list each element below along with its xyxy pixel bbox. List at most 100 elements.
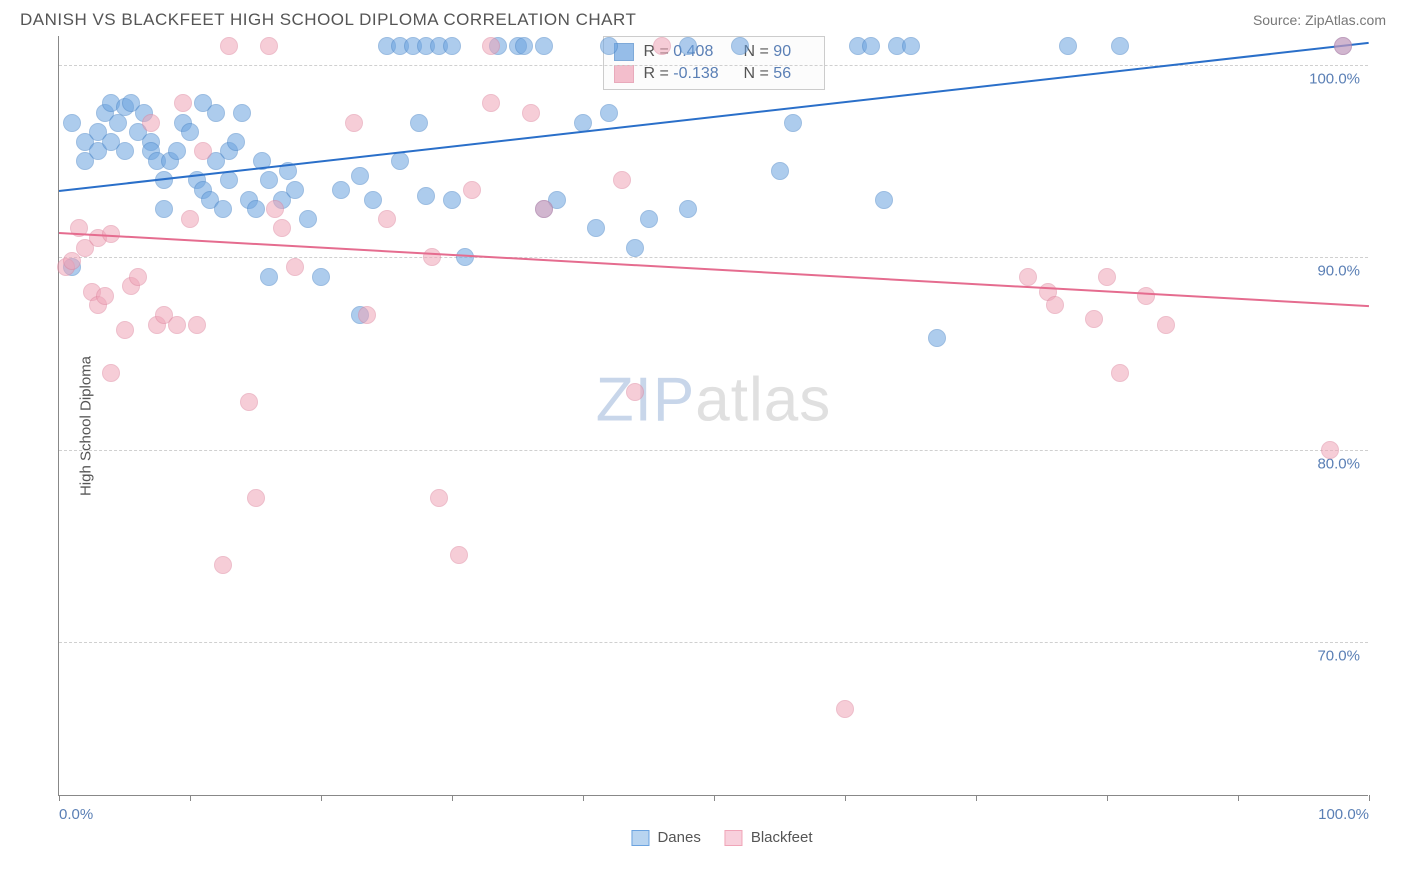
data-point [312, 268, 330, 286]
watermark: ZIPatlas [596, 365, 831, 436]
data-point [423, 248, 441, 266]
series-swatch [614, 65, 634, 83]
legend-swatch [725, 830, 743, 846]
chart-title: DANISH VS BLACKFEET HIGH SCHOOL DIPLOMA … [20, 10, 636, 30]
data-point [364, 191, 382, 209]
data-point [286, 181, 304, 199]
data-point [1157, 316, 1175, 334]
stats-row: R = 0.408N = 90 [614, 41, 814, 63]
data-point [116, 142, 134, 160]
data-point [515, 37, 533, 55]
data-point [233, 104, 251, 122]
legend-label: Danes [657, 829, 700, 846]
legend-swatch [631, 830, 649, 846]
data-point [96, 287, 114, 305]
data-point [358, 306, 376, 324]
x-tick [321, 795, 322, 801]
data-point [260, 171, 278, 189]
trend-line [59, 232, 1369, 307]
chart-container: High School Diploma ZIPatlas R = 0.408N … [58, 36, 1386, 816]
data-point [1321, 441, 1339, 459]
data-point [299, 210, 317, 228]
data-point [410, 114, 428, 132]
y-tick-label: 80.0% [1317, 455, 1360, 472]
x-tick [452, 795, 453, 801]
r-value: R = -0.138 [644, 65, 734, 83]
n-value: N = 90 [744, 43, 814, 61]
data-point [443, 191, 461, 209]
data-point [273, 219, 291, 237]
data-point [260, 268, 278, 286]
data-point [640, 210, 658, 228]
data-point [875, 191, 893, 209]
data-point [1085, 310, 1103, 328]
legend-item: Danes [631, 829, 700, 846]
data-point [1098, 268, 1116, 286]
data-point [731, 37, 749, 55]
stats-row: R = -0.138 N = 56 [614, 63, 814, 85]
x-tick [59, 795, 60, 801]
data-point [430, 489, 448, 507]
data-point [168, 142, 186, 160]
legend-item: Blackfeet [725, 829, 813, 846]
data-point [1137, 287, 1155, 305]
data-point [456, 248, 474, 266]
data-point [836, 700, 854, 718]
data-point [482, 37, 500, 55]
data-point [181, 210, 199, 228]
data-point [626, 383, 644, 401]
n-value: N = 56 [744, 65, 814, 83]
data-point [443, 37, 461, 55]
data-point [286, 258, 304, 276]
x-tick [845, 795, 846, 801]
data-point [247, 200, 265, 218]
data-point [771, 162, 789, 180]
x-tick-label: 0.0% [59, 806, 93, 823]
data-point [345, 114, 363, 132]
x-tick [190, 795, 191, 801]
x-tick [714, 795, 715, 801]
x-tick [1238, 795, 1239, 801]
data-point [574, 114, 592, 132]
data-point [155, 200, 173, 218]
data-point [1046, 296, 1064, 314]
data-point [63, 114, 81, 132]
data-point [332, 181, 350, 199]
data-point [214, 556, 232, 574]
data-point [378, 210, 396, 228]
data-point [220, 37, 238, 55]
data-point [679, 37, 697, 55]
gridline [59, 450, 1368, 451]
x-tick [1107, 795, 1108, 801]
data-point [522, 104, 540, 122]
data-point [227, 133, 245, 151]
data-point [207, 104, 225, 122]
data-point [463, 181, 481, 199]
y-tick-label: 70.0% [1317, 648, 1360, 665]
stats-box: R = 0.408N = 90 R = -0.138 N = 56 [603, 36, 825, 90]
x-tick [1369, 795, 1370, 801]
data-point [587, 219, 605, 237]
gridline [59, 642, 1368, 643]
data-point [928, 329, 946, 347]
legend: Danes Blackfeet [631, 829, 812, 846]
data-point [600, 104, 618, 122]
data-point [247, 489, 265, 507]
data-point [653, 37, 671, 55]
x-tick-label: 100.0% [1318, 806, 1369, 823]
data-point [174, 94, 192, 112]
source-text: Source: ZipAtlas.com [1253, 12, 1386, 28]
data-point [784, 114, 802, 132]
data-point [391, 152, 409, 170]
data-point [214, 200, 232, 218]
y-tick-label: 90.0% [1317, 263, 1360, 280]
data-point [129, 268, 147, 286]
data-point [613, 171, 631, 189]
legend-label: Blackfeet [751, 829, 813, 846]
y-tick-label: 100.0% [1309, 70, 1360, 87]
data-point [1334, 37, 1352, 55]
data-point [1111, 37, 1129, 55]
data-point [168, 316, 186, 334]
data-point [240, 393, 258, 411]
data-point [102, 364, 120, 382]
